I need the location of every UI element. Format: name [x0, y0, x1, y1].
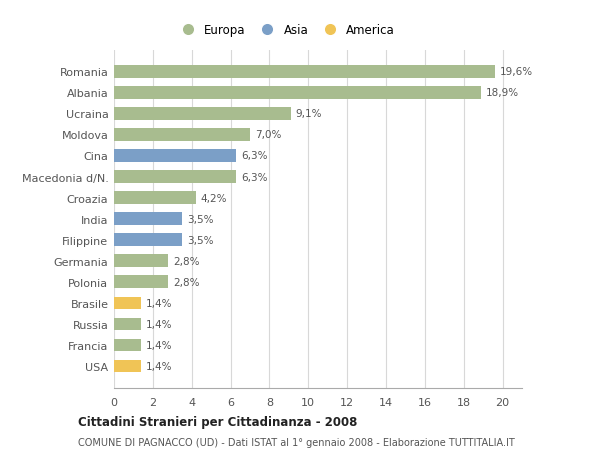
Bar	[114, 255, 169, 268]
Bar	[114, 276, 169, 289]
Text: 1,4%: 1,4%	[146, 298, 173, 308]
Text: 1,4%: 1,4%	[146, 361, 173, 371]
Text: 9,1%: 9,1%	[296, 109, 322, 119]
Bar	[114, 171, 236, 184]
Text: 4,2%: 4,2%	[200, 193, 227, 203]
Text: 19,6%: 19,6%	[500, 67, 533, 77]
Bar	[114, 318, 141, 330]
Text: 1,4%: 1,4%	[146, 340, 173, 350]
Text: 2,8%: 2,8%	[173, 277, 200, 287]
Bar	[114, 213, 182, 225]
Bar	[114, 87, 481, 100]
Bar	[114, 150, 236, 162]
Bar	[114, 360, 141, 373]
Bar	[114, 339, 141, 352]
Text: 2,8%: 2,8%	[173, 256, 200, 266]
Text: 7,0%: 7,0%	[255, 130, 281, 140]
Text: 6,3%: 6,3%	[241, 172, 268, 182]
Text: 3,5%: 3,5%	[187, 214, 214, 224]
Legend: Europa, Asia, America: Europa, Asia, America	[171, 19, 400, 42]
Bar	[114, 234, 182, 246]
Text: COMUNE DI PAGNACCO (UD) - Dati ISTAT al 1° gennaio 2008 - Elaborazione TUTTITALI: COMUNE DI PAGNACCO (UD) - Dati ISTAT al …	[78, 437, 515, 447]
Bar	[114, 108, 291, 120]
Text: Cittadini Stranieri per Cittadinanza - 2008: Cittadini Stranieri per Cittadinanza - 2…	[78, 415, 358, 428]
Text: 1,4%: 1,4%	[146, 319, 173, 329]
Bar	[114, 192, 196, 204]
Bar	[114, 66, 495, 78]
Text: 3,5%: 3,5%	[187, 235, 214, 245]
Bar	[114, 129, 250, 141]
Text: 6,3%: 6,3%	[241, 151, 268, 161]
Bar	[114, 297, 141, 309]
Text: 18,9%: 18,9%	[486, 88, 519, 98]
